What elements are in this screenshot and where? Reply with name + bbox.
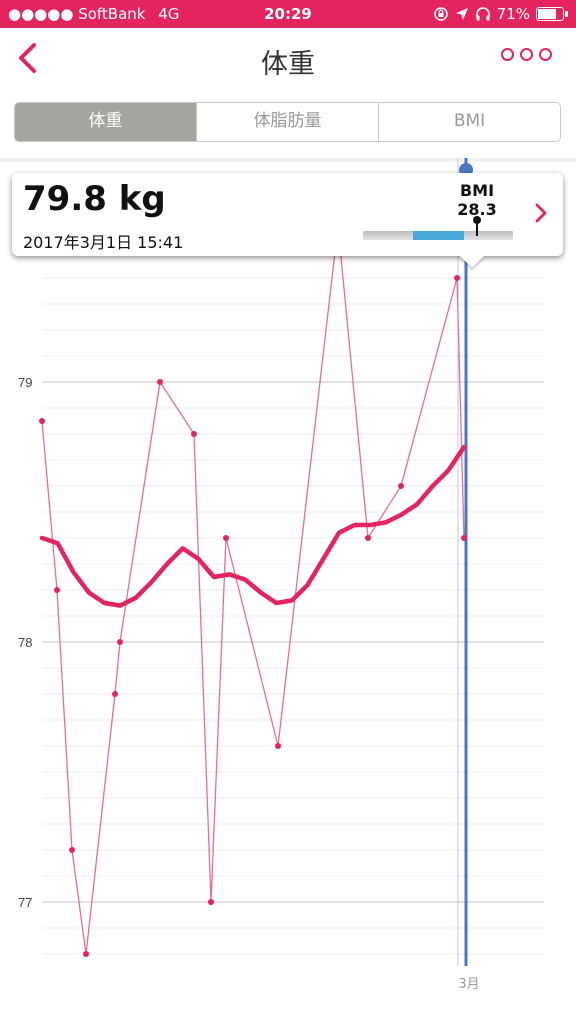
status-right: 71% [433, 5, 568, 23]
selected-weight: 79.8 kg [23, 179, 166, 219]
back-chevron-icon[interactable] [12, 40, 42, 76]
navigation-bar: 体重 [0, 28, 576, 90]
bmi-normal-band [413, 231, 464, 240]
headphones-icon [475, 7, 490, 21]
daily-weight-line [41, 225, 465, 955]
daily-weight-point [454, 275, 460, 281]
chevron-right-icon[interactable] [535, 203, 547, 223]
selected-entry-popup[interactable]: 79.8 kg 2017年3月1日 15:41 BMI 28.3 [12, 173, 563, 268]
daily-weight-point [157, 379, 163, 385]
y-tick-label: 78 [18, 635, 32, 650]
carrier-label: ●●●●● SoftBank [8, 5, 146, 23]
daily-weight-point [69, 847, 75, 853]
daily-weight-point [39, 418, 45, 424]
y-tick-label: 77 [18, 895, 32, 910]
network-label: 4G [158, 5, 180, 23]
daily-weight-point [191, 431, 197, 437]
bmi-label: BMI [459, 181, 495, 200]
tab-bmi[interactable]: BMI [378, 103, 560, 141]
tab-weight[interactable]: 体重 [15, 103, 196, 141]
bmi-value: 28.3 [457, 200, 497, 219]
daily-weight-point [117, 639, 123, 645]
battery-icon [536, 7, 568, 21]
page-title: 体重 [261, 49, 315, 80]
location-arrow-icon [455, 8, 468, 20]
daily-weight-point [398, 483, 404, 489]
daily-weight-point [223, 535, 229, 541]
daily-weight-point [112, 691, 118, 697]
metric-tabs: 体重 体脂肪量 BMI [14, 102, 561, 142]
orientation-lock-icon [433, 7, 448, 21]
daily-weight-point [365, 535, 371, 541]
battery-percent: 71% [496, 5, 530, 23]
daily-weight-point [83, 951, 89, 957]
popup-pointer [460, 256, 484, 268]
bmi-scale-bar [363, 216, 513, 240]
selected-datetime: 2017年3月1日 15:41 [23, 233, 184, 252]
bmi-marker [473, 216, 481, 236]
status-bar: ●●●●● SoftBank 4G 20:29 71% [0, 0, 576, 28]
daily-weight-point [275, 743, 281, 749]
x-tick-label: 3月 [458, 977, 479, 992]
more-options-icon[interactable] [501, 48, 552, 61]
status-time: 20:29 [264, 5, 312, 23]
weight-trend-line [39, 444, 467, 608]
daily-weight-point [54, 587, 60, 593]
tab-body-fat-mass[interactable]: 体脂肪量 [196, 103, 378, 141]
y-tick-label: 79 [18, 375, 32, 390]
carrier-info: ●●●●● SoftBank 4G [8, 5, 179, 23]
daily-weight-point [208, 899, 214, 905]
weight-chart[interactable]: 77 78 79 3月 [0, 158, 576, 1024]
daily-weight-point [461, 535, 467, 541]
weight-chart-svg[interactable]: 77 78 79 3月 [0, 158, 576, 1024]
